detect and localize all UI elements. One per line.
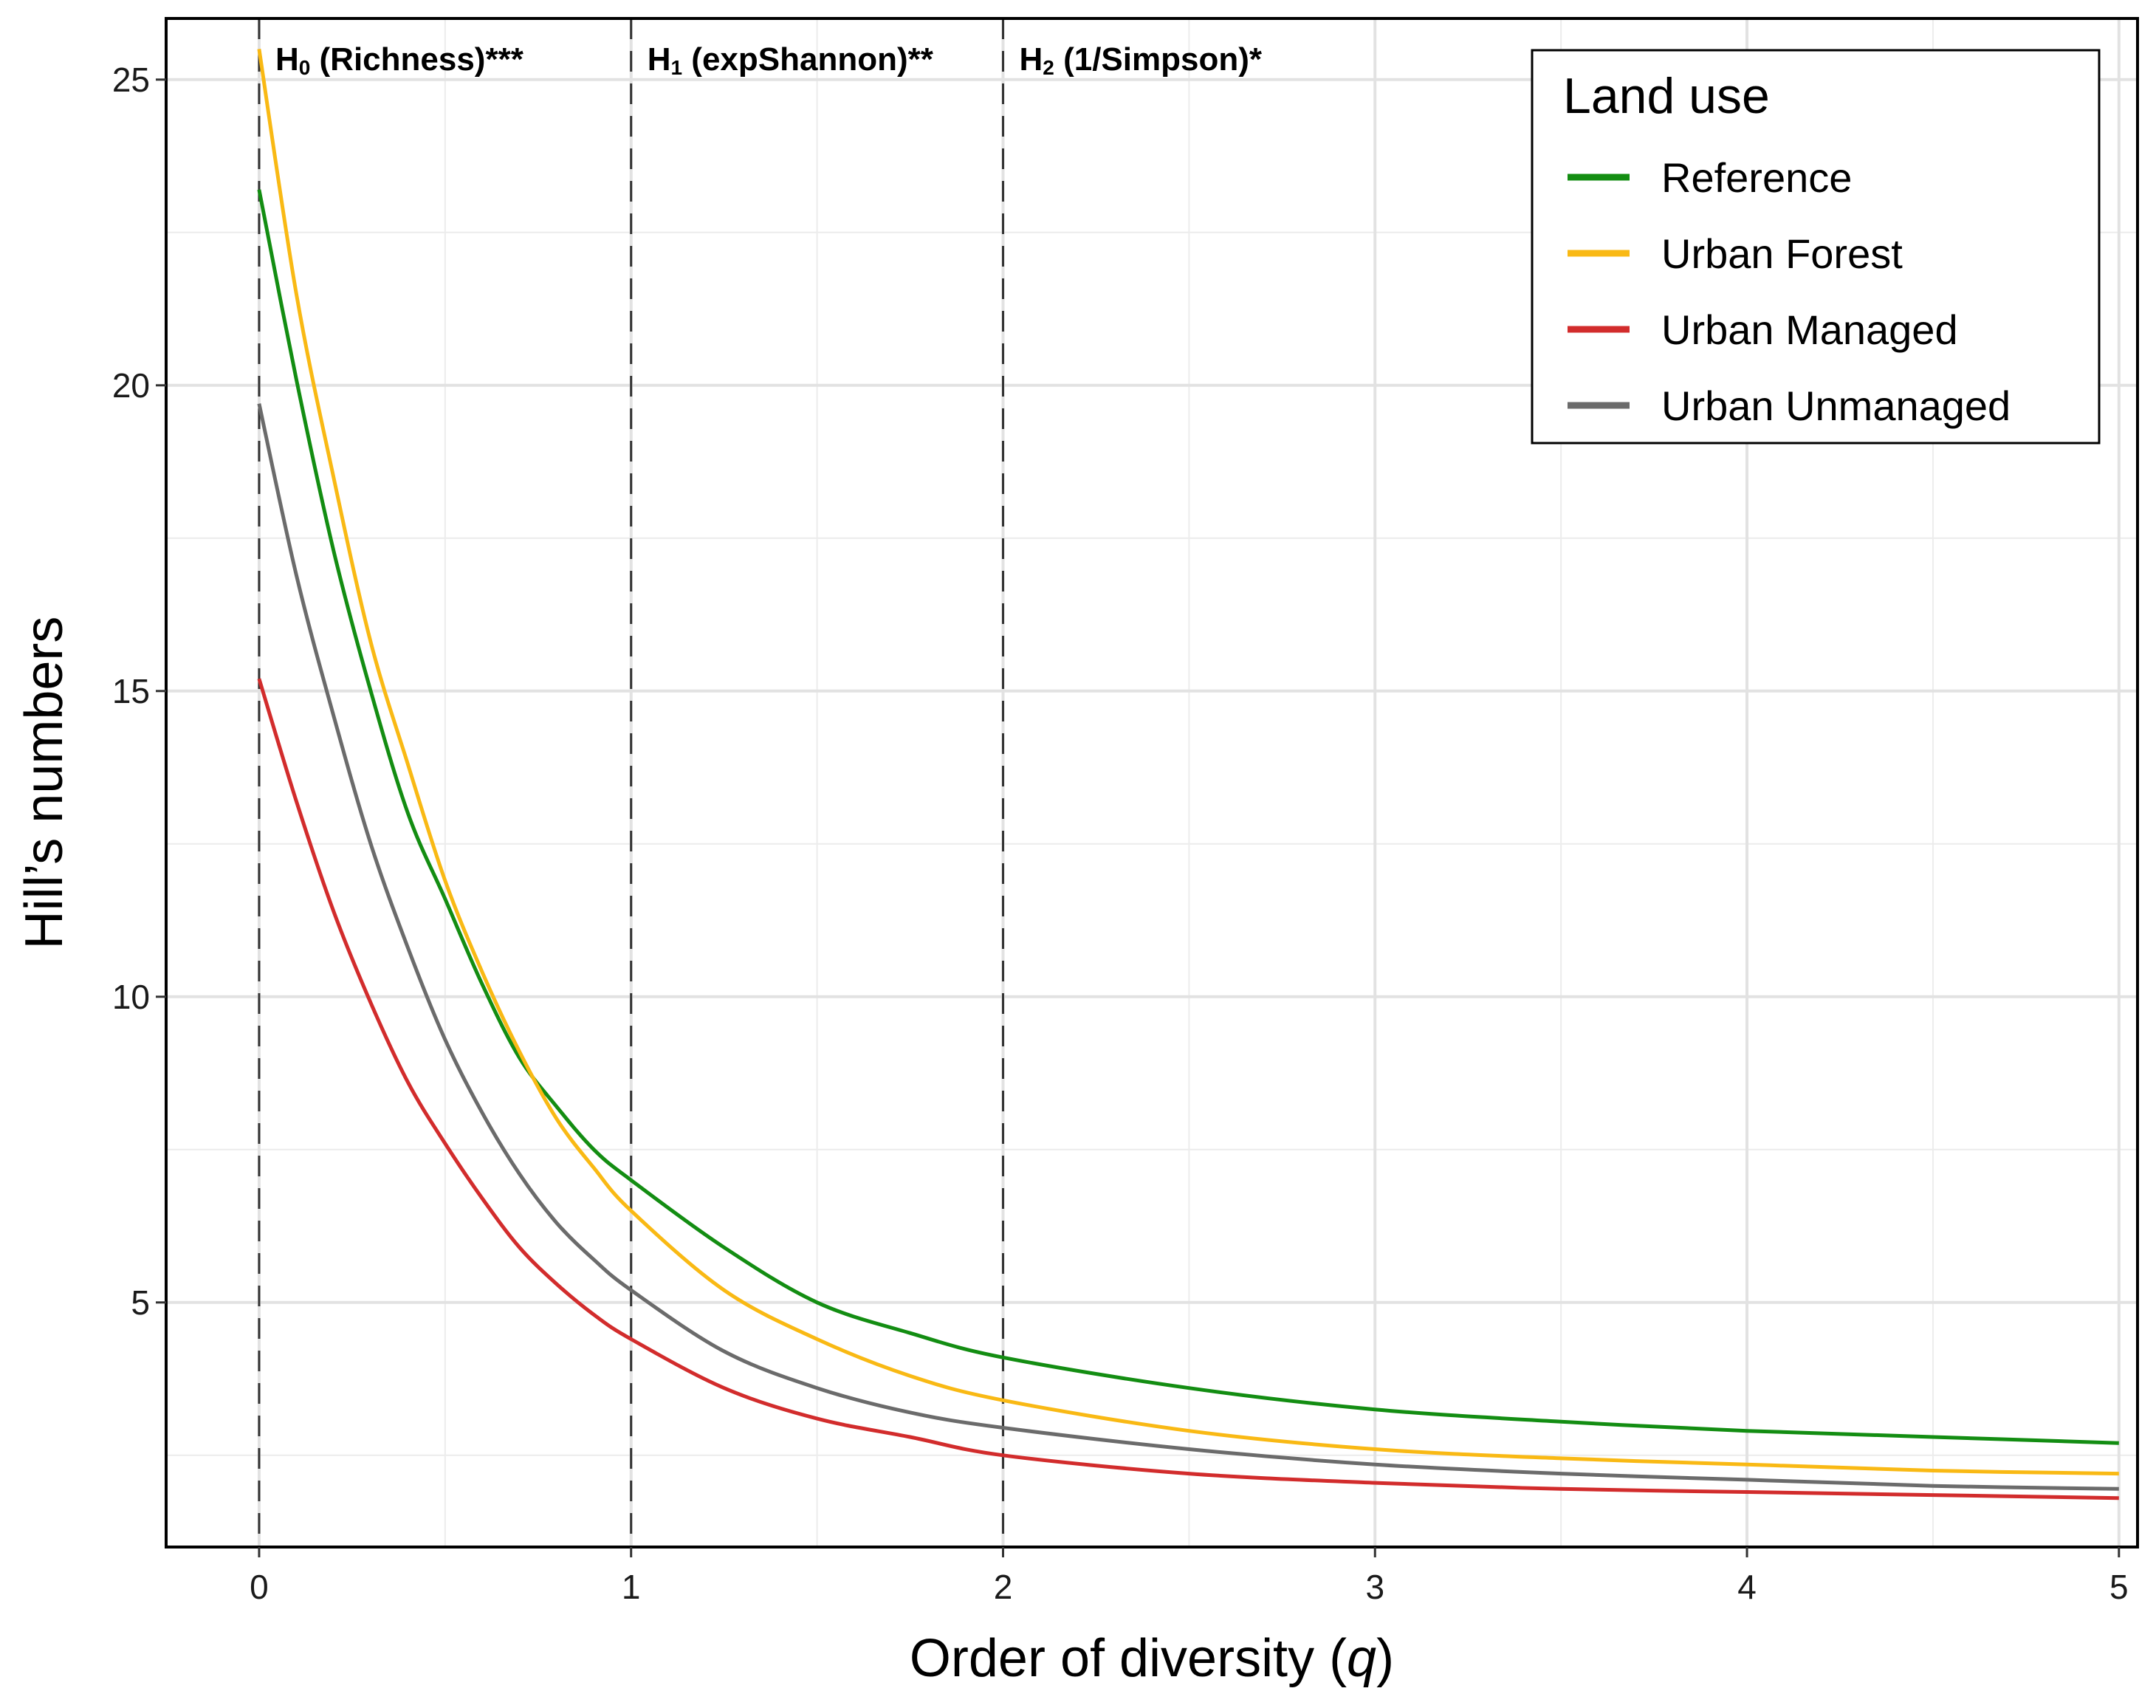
x-tick-label: 0: [250, 1568, 269, 1606]
legend-label-urban-forest: Urban Forest: [1661, 230, 1903, 277]
x-tick-label: 4: [1737, 1568, 1757, 1606]
region-label-h0: H0 (Richness)***: [275, 41, 524, 79]
legend-items: Reference Urban Forest Urban Managed Urban …: [1568, 154, 2011, 429]
x-tick-label: 2: [994, 1568, 1013, 1606]
series-lines: [257, 49, 2119, 1500]
x-tick-label: 5: [2109, 1568, 2129, 1606]
series-line-urban-unmanaged: [257, 403, 2119, 1491]
y-tick-label: 5: [131, 1283, 150, 1322]
x-tick-label: 3: [1365, 1568, 1384, 1606]
y-tick-label: 20: [112, 366, 150, 405]
region-label-h2: H2 (1/Simpson)*: [1019, 41, 1262, 79]
x-tick-label: 1: [622, 1568, 641, 1606]
region-label-h1: H1 (expShannon)**: [648, 41, 934, 79]
series-line-urban-forest: [257, 49, 2119, 1476]
legend-label-urban-unmanaged: Urban Unmanaged: [1661, 383, 2011, 429]
legend-box: [1531, 49, 2101, 445]
x-axis-title: Order of diversity (q): [910, 1629, 1394, 1688]
y-tick-label: 10: [112, 978, 150, 1016]
y-tick-label: 25: [112, 61, 150, 99]
legend-label-urban-managed: Urban Managed: [1661, 306, 1958, 353]
legend-title: Land use: [1563, 68, 1770, 124]
series-line-urban-managed: [257, 678, 2119, 1500]
legend: Land use Reference Urban Forest Urban Mana…: [1531, 49, 2101, 445]
series-line-reference: [257, 189, 2119, 1445]
y-axis-title: Hill’s numbers: [15, 617, 74, 950]
plot-panel-border: [165, 17, 2139, 1548]
y-axis-ticks: 5 10 15 20 25: [112, 61, 166, 1322]
legend-label-reference: Reference: [1661, 154, 1852, 201]
x-axis-ticks: 0 1 2 3 4 5: [250, 1547, 2129, 1606]
region-labels: H0 (Richness)*** H1 (expShannon)** H2 (1/S…: [275, 41, 1263, 79]
y-tick-label: 15: [112, 672, 150, 710]
